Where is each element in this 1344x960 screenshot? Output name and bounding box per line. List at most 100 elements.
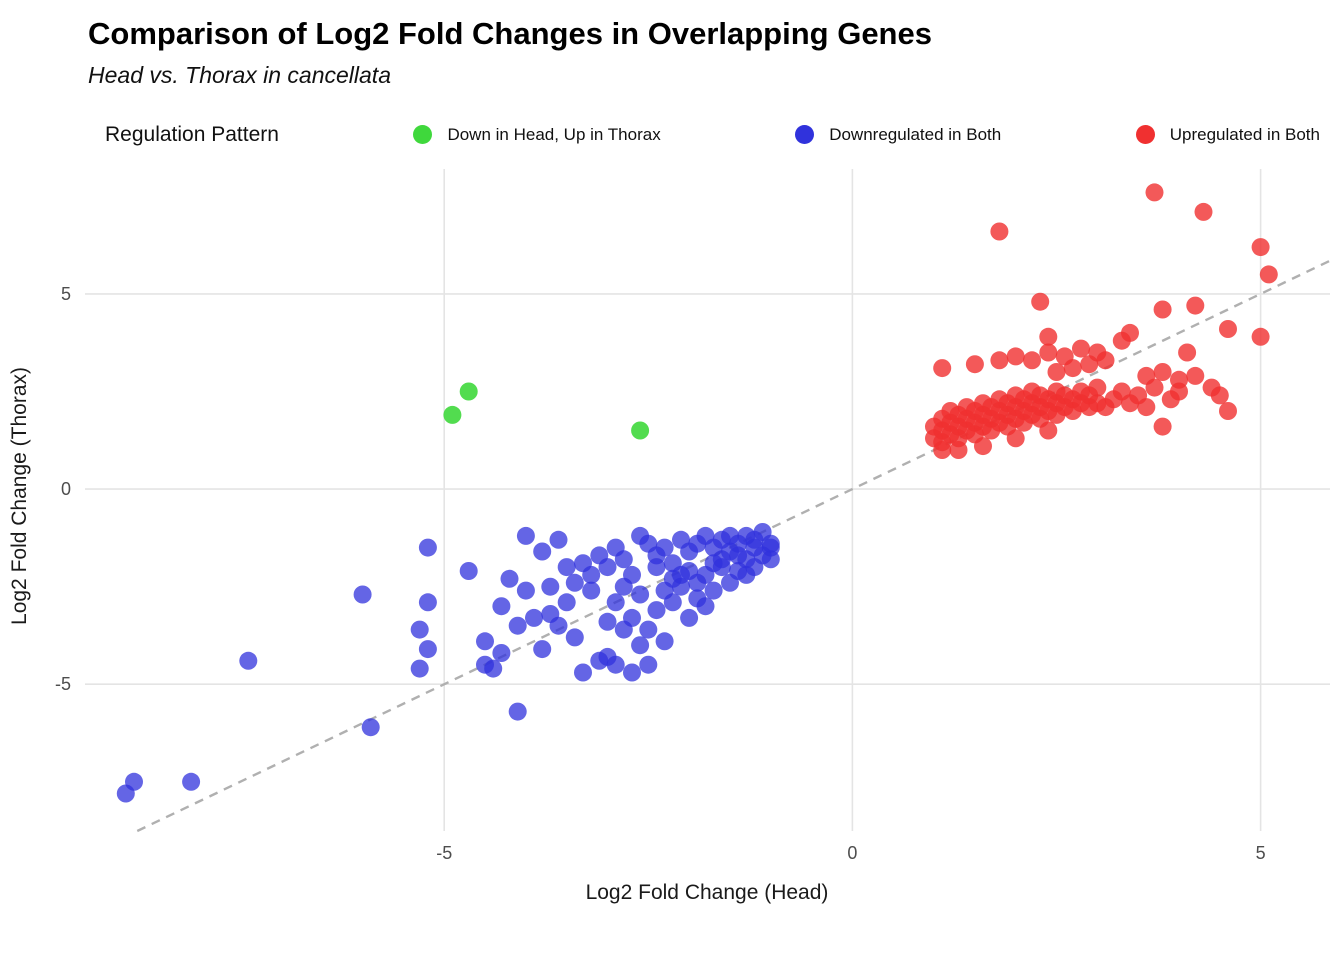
scatter-point (990, 222, 1009, 241)
scatter-point (623, 565, 641, 584)
x-tick-label: 0 (847, 843, 857, 863)
scatter-point (761, 534, 780, 553)
scatter-point (696, 596, 715, 615)
scatter-point (1031, 292, 1050, 311)
scatter-point (1178, 343, 1197, 362)
y-axis-title: Log2 Fold Change (Thorax) (8, 367, 31, 625)
legend-item-down-up: Down in Head, Up in Thorax (413, 125, 661, 145)
scatter-point (1088, 378, 1107, 397)
scatter-point (1096, 350, 1115, 369)
points-layer (116, 183, 1278, 803)
scatter-point (631, 585, 650, 604)
grid-layer (85, 168, 1330, 831)
legend-title: Regulation Pattern (105, 122, 279, 146)
scatter-point (1251, 237, 1270, 256)
scatter-point (459, 382, 478, 401)
scatter-point (965, 354, 984, 373)
legend-dot-red-icon (1135, 125, 1155, 145)
scatter-point (182, 772, 201, 791)
scatter-point (549, 616, 568, 635)
scatter-point (116, 784, 135, 803)
legend-dot-green-icon (413, 125, 433, 145)
scatter-point (1259, 265, 1278, 284)
chart-header: Comparison of Log2 Fold Changes in Overl… (0, 0, 1344, 89)
scatter-point (492, 643, 511, 662)
scatter-point (1210, 386, 1229, 405)
scatter-point (557, 592, 576, 611)
scatter-point (1145, 183, 1164, 202)
scatter-point (1153, 362, 1172, 381)
scatter-point (410, 620, 429, 639)
scatter-point (598, 612, 617, 631)
scatter-point (639, 620, 658, 639)
scatter-point (1194, 202, 1213, 221)
y-tick-label: 0 (61, 479, 71, 499)
scatter-point (655, 631, 674, 650)
scatter-point (239, 651, 258, 670)
scatter-point (574, 663, 592, 682)
scatter-point (655, 538, 674, 557)
x-axis-title: Log2 Fold Change (Head) (586, 881, 829, 904)
scatter-point (565, 628, 584, 647)
legend-item-label: Downregulated in Both (829, 124, 1002, 144)
scatter-point (1023, 350, 1041, 369)
scatter-point (541, 577, 560, 596)
scatter-point (533, 639, 552, 658)
scatter-point (623, 663, 641, 682)
scatter-plot: -5 0 5 -5 0 5 Log2 Fold Change (Head) Log2 Fo… (0, 161, 1344, 916)
scatter-point (361, 717, 380, 736)
scatter-point (582, 565, 601, 584)
scatter-point (418, 639, 437, 658)
scatter-point (418, 538, 437, 557)
scatter-point (1039, 421, 1058, 440)
legend-item-down-both: Downregulated in Both (795, 125, 1001, 145)
scatter-point (647, 600, 666, 619)
scatter-point (974, 436, 992, 455)
plot-canvas: -5 0 5 -5 0 5 Log2 Fold Change (Head) Log2 Fo… (8, 168, 1331, 904)
scatter-point (443, 405, 462, 424)
scatter-point (1153, 417, 1172, 436)
scatter-point (508, 616, 527, 635)
scatter-point (476, 631, 494, 650)
scatter-point (598, 557, 617, 576)
scatter-point (582, 581, 601, 600)
legend-item-up-both: Upregulated in Both (1135, 124, 1320, 145)
scatter-point (1186, 296, 1205, 315)
scatter-point (1219, 401, 1237, 420)
scatter-point (525, 608, 543, 627)
y-tick-label: 5 (61, 284, 71, 304)
scatter-point (1006, 428, 1025, 447)
scatter-point (484, 659, 503, 678)
tick-labels-layer: -5 0 5 -5 0 5 (55, 284, 1266, 863)
chart-title: Comparison of Log2 Fold Changes in Overl… (88, 16, 932, 51)
scatter-point (704, 581, 723, 600)
scatter-point (1145, 378, 1164, 397)
scatter-point (680, 608, 699, 627)
legend-item-label: Upregulated in Both (1169, 124, 1320, 144)
scatter-point (1080, 354, 1099, 373)
legend: Regulation Pattern Down in Head, Up in T… (105, 123, 1320, 147)
scatter-point (990, 350, 1009, 369)
scatter-point (606, 592, 625, 611)
scatter-point (459, 561, 478, 580)
scatter-point (1072, 339, 1090, 358)
scatter-point (1112, 331, 1131, 350)
chart-subtitle: Head vs. Thorax in cancellata (88, 61, 391, 88)
scatter-point (1170, 382, 1188, 401)
scatter-point (1153, 300, 1172, 319)
scatter-point (1251, 327, 1270, 346)
scatter-point (1006, 347, 1025, 366)
scatter-point (949, 440, 968, 459)
scatter-point (549, 530, 568, 549)
scatter-point (516, 581, 535, 600)
scatter-point (623, 608, 641, 627)
scatter-point (1039, 327, 1058, 346)
scatter-point (1219, 319, 1237, 338)
scatter-point (1186, 366, 1205, 385)
scatter-point (516, 526, 535, 545)
scatter-point (614, 549, 633, 568)
scatter-point (565, 573, 584, 592)
legend-dot-blue-icon (795, 125, 815, 145)
scatter-point (1063, 358, 1082, 377)
scatter-point (639, 655, 658, 674)
